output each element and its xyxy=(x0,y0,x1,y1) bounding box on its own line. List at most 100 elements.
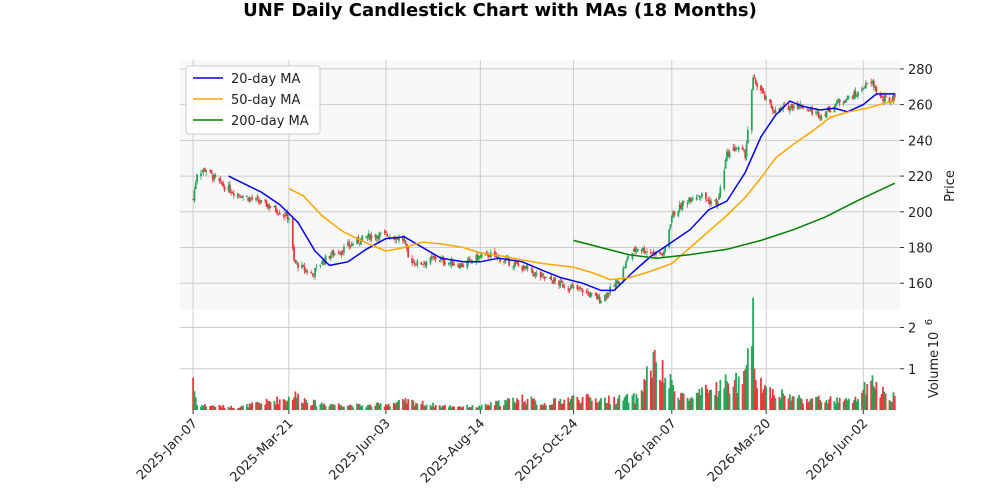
volume-bar xyxy=(232,407,235,410)
volume-bar xyxy=(642,392,644,410)
volume-bar xyxy=(277,404,280,410)
volume-bar xyxy=(779,398,782,410)
volume-bar xyxy=(706,388,709,410)
volume-bar xyxy=(238,408,240,410)
volume-bar xyxy=(503,405,505,410)
ma20-line xyxy=(228,93,895,292)
candle-body xyxy=(880,95,883,98)
volume-bar xyxy=(278,399,281,410)
candle-body xyxy=(430,256,433,258)
candle-body xyxy=(248,197,251,201)
candle-body xyxy=(773,111,775,114)
candle-body xyxy=(415,264,417,265)
volume-bar xyxy=(845,398,848,410)
candle-body xyxy=(765,97,768,99)
volume-axis-exponent-power: 6 xyxy=(924,319,935,325)
volume-bar xyxy=(837,402,840,410)
volume-bar xyxy=(661,359,664,410)
volume-bar xyxy=(211,405,214,410)
volume-bar xyxy=(352,407,355,410)
candle-body xyxy=(539,272,542,278)
candle-body xyxy=(644,251,647,253)
volume-bar xyxy=(627,402,630,410)
volume-bar xyxy=(508,398,511,410)
candle-body xyxy=(424,261,427,265)
volume-bar xyxy=(533,398,535,410)
volume-bar xyxy=(774,398,777,410)
candle-body xyxy=(825,111,828,118)
candle-body xyxy=(760,85,762,91)
candle-body xyxy=(522,265,525,270)
volume-bar xyxy=(649,370,652,410)
volume-bar xyxy=(350,405,353,410)
volume-bar xyxy=(563,399,566,410)
volume-bar xyxy=(346,405,349,410)
volume-bar xyxy=(268,400,271,410)
candle-body xyxy=(305,270,307,273)
x-tick-label: 2025-Mar-21 xyxy=(228,416,297,485)
legend-label: 50-day MA xyxy=(231,93,300,108)
candle-body xyxy=(682,201,685,204)
candle-body xyxy=(350,243,353,247)
volume-bar xyxy=(479,407,482,410)
x-tick-label: 2026-Jun-02 xyxy=(804,416,871,483)
volume-bar xyxy=(379,403,382,410)
candle-body xyxy=(550,275,553,281)
volume-bar xyxy=(451,406,454,410)
volume-bar xyxy=(652,351,655,410)
volume-bar xyxy=(497,400,500,410)
candle-body xyxy=(411,258,414,264)
volume-bar xyxy=(635,394,638,410)
candle-body xyxy=(311,273,314,275)
candle-body xyxy=(524,266,526,268)
candle-body xyxy=(324,255,327,265)
candle-body xyxy=(562,284,564,288)
candle-body xyxy=(531,270,534,274)
volume-bar xyxy=(459,406,462,410)
candle-body xyxy=(815,111,817,114)
candle-body xyxy=(640,249,643,251)
candle-body xyxy=(545,276,547,278)
volume-bar xyxy=(516,398,518,410)
candle-body xyxy=(604,294,606,301)
volume-bar xyxy=(567,397,570,410)
candle-body xyxy=(865,83,867,89)
x-axis-ticks: 2025-Jan-07 2025-Mar-21 2025-Jun-03 2025-Au… xyxy=(134,410,871,486)
candle-body xyxy=(560,280,563,283)
candle-body xyxy=(879,93,882,97)
candle-body xyxy=(273,205,276,207)
volume-bar xyxy=(341,406,344,410)
volume-bar xyxy=(193,391,196,410)
candle-body xyxy=(664,247,667,252)
volume-bar xyxy=(273,400,276,410)
x-tick-label: 2025-Oct-24 xyxy=(513,416,581,484)
volume-bar xyxy=(402,399,404,410)
price-tick-label: 160 xyxy=(908,277,933,292)
volume-bar xyxy=(589,397,592,410)
volume-bar xyxy=(891,402,894,410)
volume-bar xyxy=(242,405,244,410)
candle-body xyxy=(295,262,298,263)
candle-body xyxy=(581,289,584,293)
volume-bar xyxy=(493,405,496,410)
volume-bar xyxy=(892,392,895,410)
volume-bar xyxy=(554,398,556,410)
volume-bar xyxy=(323,403,326,410)
volume-bar xyxy=(284,399,286,410)
volume-bar xyxy=(805,398,808,410)
candle-body xyxy=(403,238,406,242)
volume-bar xyxy=(585,394,588,410)
candle-body xyxy=(386,234,389,237)
volume-bar xyxy=(512,397,515,410)
volume-bar xyxy=(754,379,757,410)
candle-body xyxy=(853,91,855,99)
volume-bar xyxy=(783,395,786,410)
candle-body xyxy=(259,201,261,204)
candle-body xyxy=(266,205,269,209)
candle-body xyxy=(874,86,876,88)
candle-body xyxy=(213,174,215,181)
candle-body xyxy=(493,251,496,255)
volume-bar xyxy=(577,399,580,410)
volume-bar xyxy=(458,406,461,410)
candle-body xyxy=(468,258,471,260)
